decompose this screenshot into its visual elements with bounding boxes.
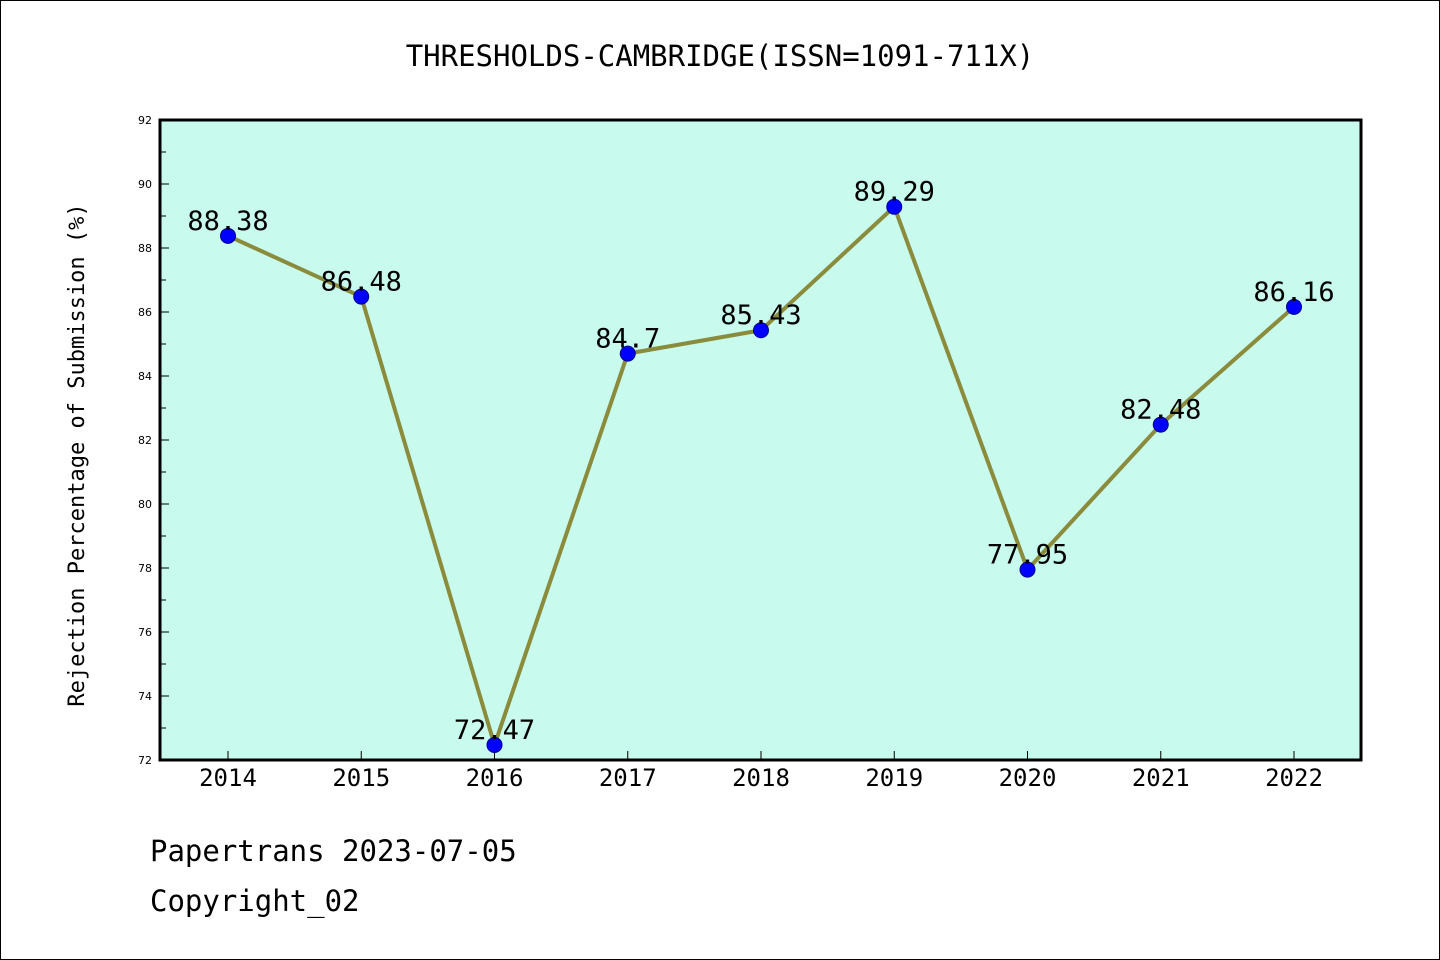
data-point [486,736,503,753]
y-tick-label: 84 [138,370,152,383]
data-label: 86.48 [321,267,402,298]
data-label: 77.95 [987,540,1068,571]
y-tick-label: 90 [138,178,152,191]
x-tick-label: 2019 [865,764,923,792]
footer-credit: Papertrans 2023-07-05 [150,834,517,868]
y-axis-label: Rejection Percentage of Submission (%) [65,203,90,706]
data-point [753,322,769,339]
y-axis: 72 74 76 78 80 82 84 86 88 90 92 [138,114,169,767]
data-point [886,198,903,215]
data-point [1286,298,1302,315]
y-tick-label: 76 [138,626,152,639]
x-tick-label: 2015 [332,764,390,792]
data-label: 84.7 [595,324,660,355]
x-tick-label: 2020 [999,764,1057,792]
data-point [1152,416,1169,433]
y-tick-label: 86 [138,306,152,319]
plot-area [158,118,1363,762]
x-tick-label: 2017 [599,764,657,792]
data-point [619,345,636,362]
data-point [220,227,236,244]
data-label: 85.43 [720,300,801,331]
y-tick-label: 78 [138,562,152,575]
y-tick-label: 74 [138,690,152,703]
x-tick-label: 2021 [1132,764,1190,792]
data-label: 89.29 [854,177,935,208]
series-layer: 88.38 86.48 72.47 84.7 85.43 89.29 77.95 82.48 8… [187,177,1335,753]
footer-copyright: Copyright_02 [150,884,360,918]
data-label: 88.38 [187,206,268,237]
x-tick-label: 2016 [466,764,524,792]
y-tick-label: 92 [138,114,152,127]
data-label: 86.16 [1253,277,1334,308]
data-point [1019,561,1036,578]
chart-title: THRESHOLDS-CAMBRIDGE(ISSN=1091-711X) [406,39,1035,73]
x-tick-label: 2018 [732,764,790,792]
x-axis: 2014 2015 2016 2017 2018 2019 2020 2021 2022 [199,751,1323,792]
y-tick-label: 80 [138,498,152,511]
y-tick-label: 72 [138,754,152,767]
y-tick-label: 82 [138,434,152,447]
data-label: 82.48 [1120,395,1201,426]
x-tick-label: 2014 [199,764,257,792]
data-point [353,288,370,305]
data-label: 72.47 [454,715,535,746]
y-tick-label: 88 [138,242,152,255]
x-tick-label: 2022 [1265,764,1323,792]
